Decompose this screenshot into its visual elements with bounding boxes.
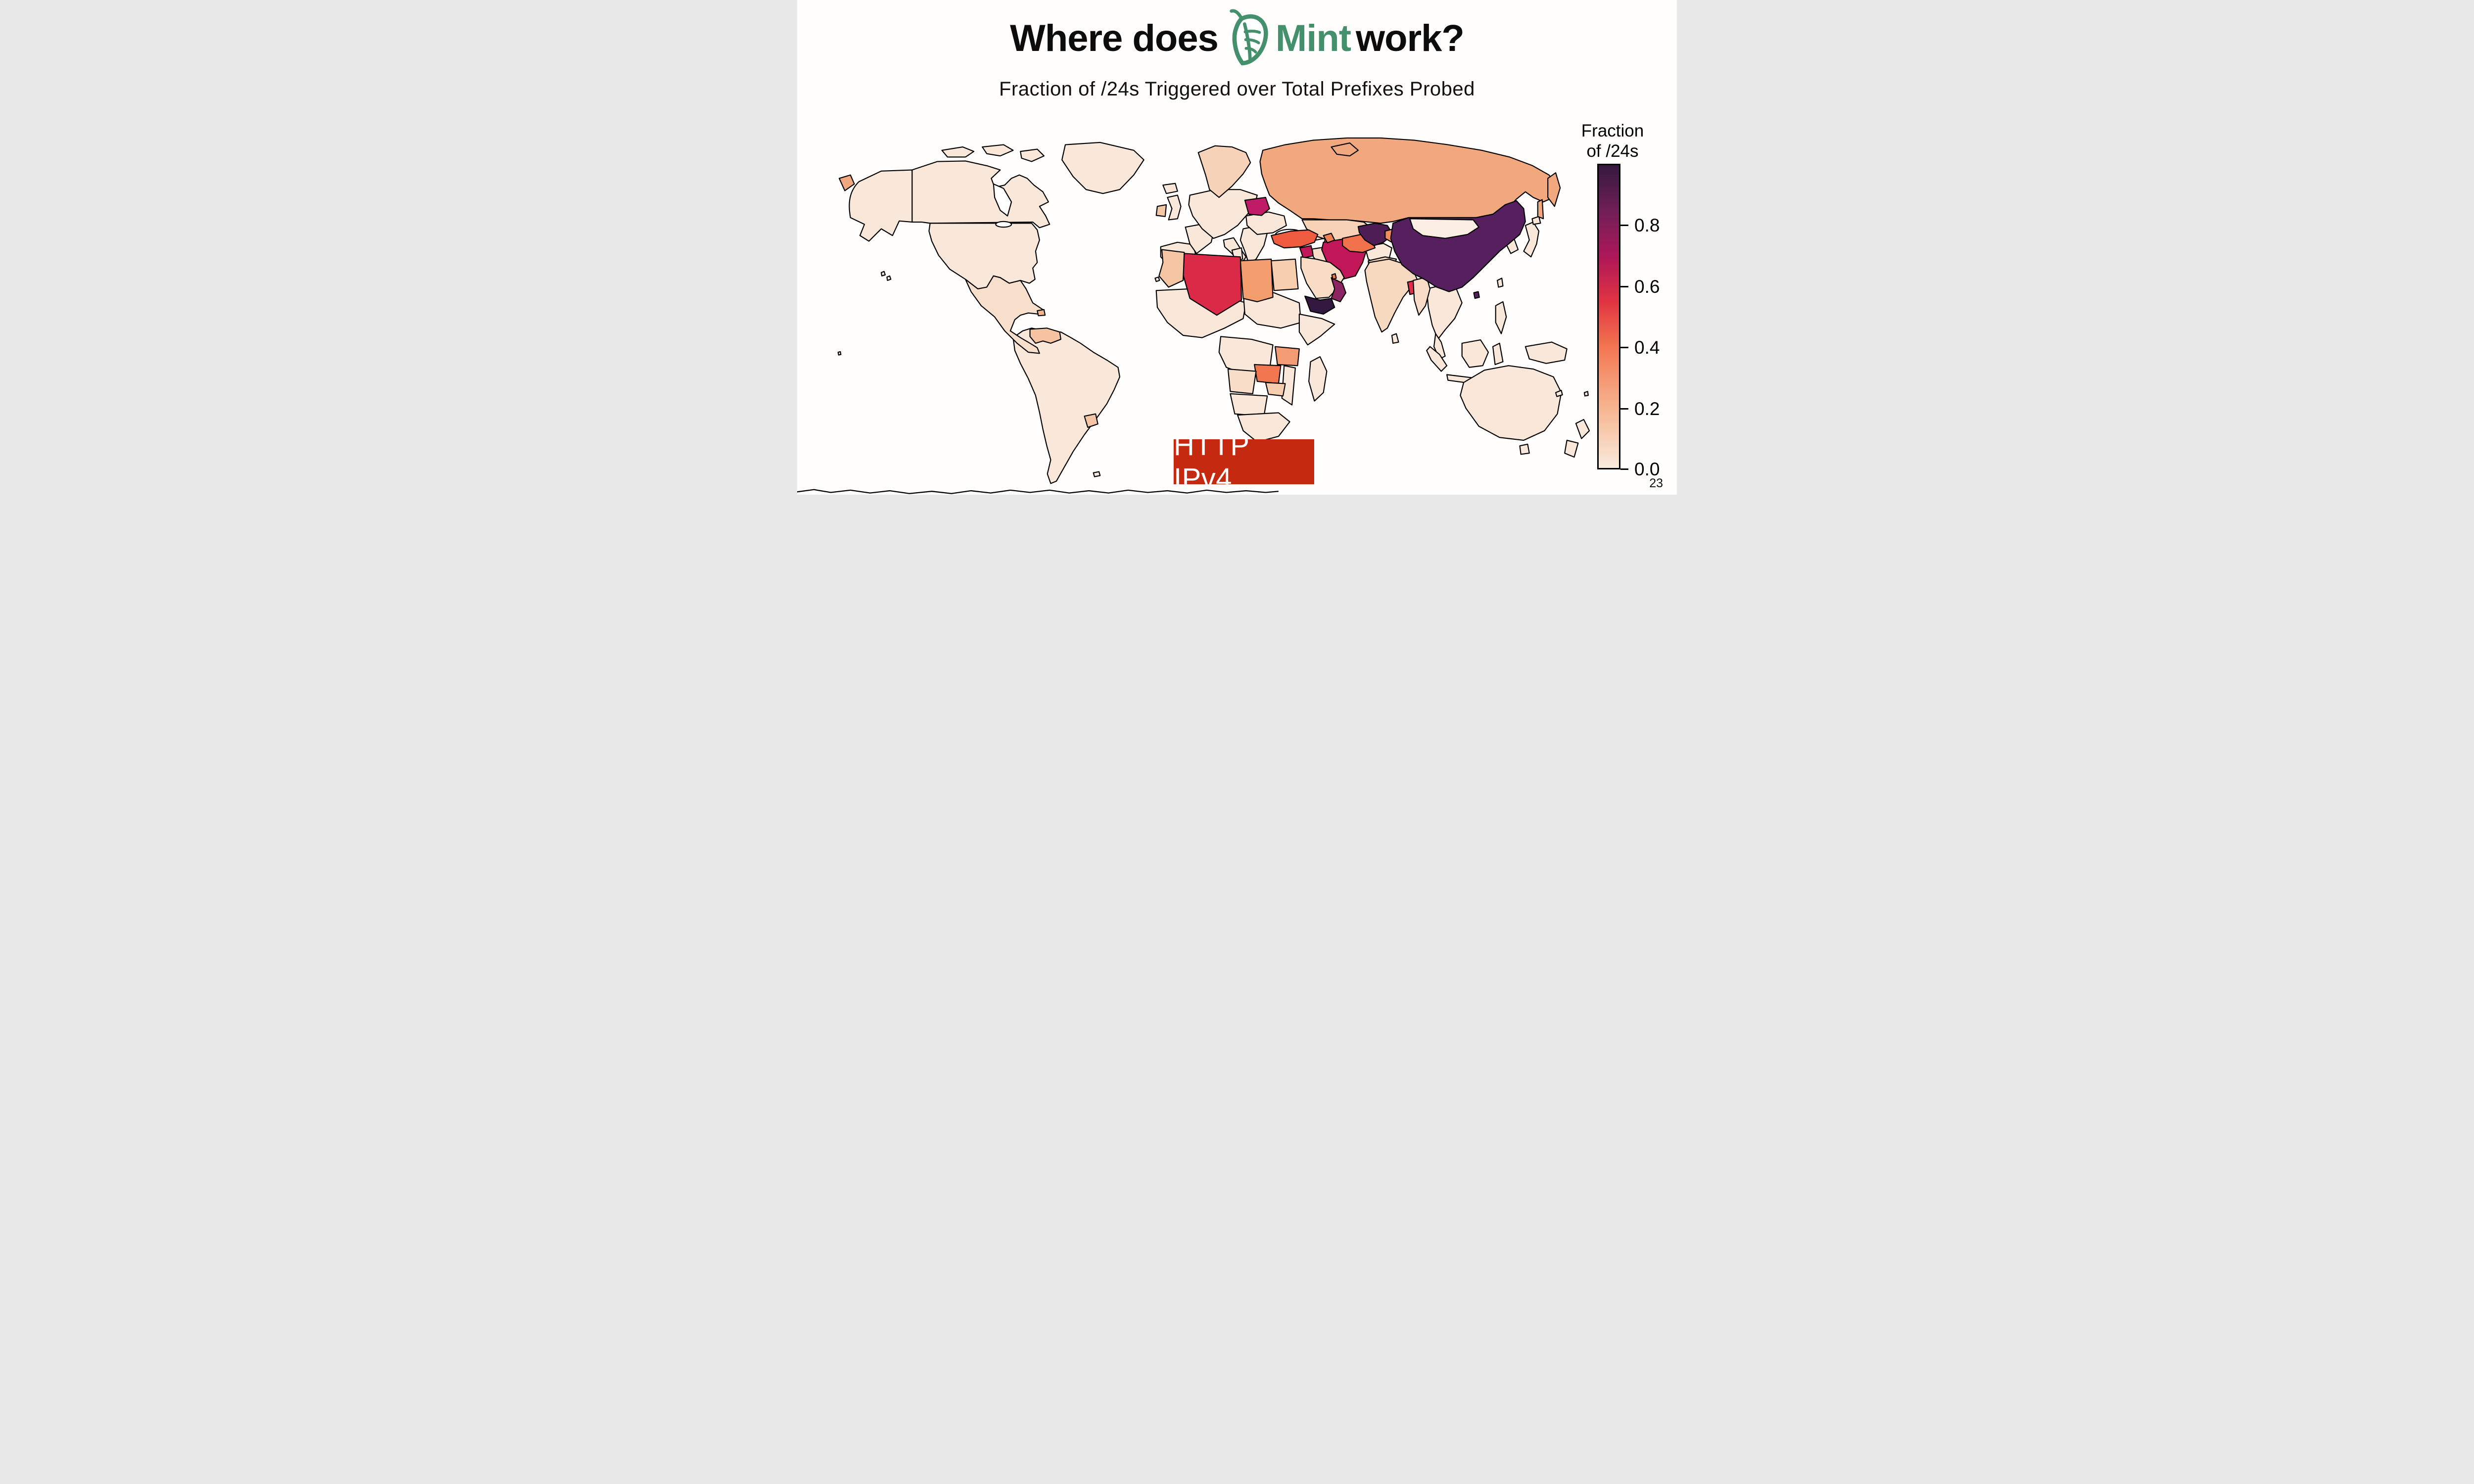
colorbar-tick-0.4 (1620, 347, 1628, 348)
region-horn-of-africa (1298, 313, 1335, 346)
region-central-europe (1188, 189, 1258, 239)
country-ireland (1155, 204, 1167, 217)
colorbar-title-line2: of /24s (1586, 141, 1639, 161)
antarctica-coastline (797, 489, 1279, 494)
colorbar-tick-0.6 (1620, 286, 1628, 287)
country-azerbaijan (1323, 232, 1335, 244)
island-fiji (1583, 391, 1589, 397)
country-ukraine (1245, 211, 1287, 235)
country-angola (1227, 368, 1257, 394)
country-uzbekistan (1357, 223, 1394, 246)
arctic-island-1 (941, 146, 975, 158)
colorbar-tick-0.8 (1620, 225, 1628, 226)
country-russia-novaya-zemlya (1331, 142, 1359, 157)
colorbar-label-0.6: 0.6 (1634, 277, 1660, 297)
colorbar (1597, 164, 1620, 469)
country-zimbabwe (1265, 382, 1286, 397)
arctic-island-2 (982, 144, 1014, 157)
slide: Where does Mint work? Fraction of /24s T… (797, 0, 1677, 495)
colorbar-label-0.0: 0.0 (1634, 459, 1660, 479)
region-indochina (1426, 284, 1463, 340)
country-japan-hokkaido (1531, 216, 1541, 225)
country-taiwan (1497, 278, 1504, 288)
country-oman (1331, 277, 1347, 303)
colorbar-title-line1: Fraction (1581, 121, 1644, 140)
protocol-badge-label: HTTP IPv4 (1174, 429, 1249, 495)
country-sri-lanka (1391, 333, 1399, 344)
region-scandinavia (1197, 145, 1251, 198)
country-new-zealand-north (1575, 418, 1590, 439)
country-south-africa (1237, 412, 1290, 443)
country-new-zealand-south (1564, 439, 1579, 458)
colorbar-title: Fraction of /24s (1553, 121, 1672, 161)
country-philippines (1495, 301, 1507, 334)
arctic-island-3 (1020, 148, 1045, 162)
country-china-hainan (1473, 291, 1480, 299)
colorbar-label-0.8: 0.8 (1634, 215, 1660, 235)
island-galapagos (837, 351, 842, 356)
hudson-bay (993, 183, 1012, 217)
country-uk (1167, 194, 1182, 221)
protocol-badge: HTTP IPv4 (1174, 429, 1314, 495)
country-alaska (849, 169, 913, 242)
country-yemen (1304, 295, 1335, 315)
subtitle: Fraction of /24s Triggered over Total Pr… (999, 78, 1475, 100)
region-namibia-botswana (1230, 393, 1268, 417)
colorbar-tick-0.2 (1620, 408, 1628, 410)
country-turkey (1271, 229, 1319, 249)
country-venezuela (1029, 327, 1062, 344)
island-sumatra (1426, 346, 1448, 372)
island-hawaii (881, 271, 892, 281)
island-tasmania (1519, 443, 1530, 455)
country-mongolia (1409, 218, 1479, 239)
island-new-caledonia (1555, 390, 1563, 397)
country-tanzania (1275, 346, 1300, 367)
colorbar-label-0.2: 0.2 (1634, 399, 1660, 419)
page-title: Where does Mint work? (797, 9, 1677, 67)
island-borneo (1461, 339, 1489, 368)
country-madagascar (1308, 356, 1328, 402)
title-brand: Mint (1275, 17, 1351, 59)
colorbar-label-0.4: 0.4 (1634, 337, 1660, 358)
country-canada (911, 160, 1050, 229)
country-morocco (1158, 249, 1185, 288)
country-russia-chukotka (838, 174, 855, 191)
colorbar-tick-0.0 (1620, 468, 1628, 470)
country-russia-kamchatka (1547, 172, 1561, 207)
island-falkland (1093, 471, 1101, 477)
country-uruguay (1084, 413, 1098, 428)
choropleth-countries-group (838, 137, 1561, 428)
country-japan (1523, 221, 1540, 258)
country-iceland (1162, 183, 1178, 194)
island-papua (1524, 341, 1568, 364)
world-choropleth-map (797, 137, 1590, 494)
title-suffix: work? (1356, 17, 1465, 59)
island-sulawesi (1492, 342, 1504, 366)
country-qatar (1331, 273, 1337, 280)
country-syria (1299, 245, 1314, 259)
country-usa (928, 223, 1040, 289)
country-egypt (1271, 258, 1299, 291)
country-dominican-republic (1037, 309, 1046, 317)
country-australia (1460, 365, 1562, 441)
colorbar-gradient (1599, 165, 1619, 468)
country-greenland (1061, 141, 1144, 194)
country-mexico (965, 275, 1044, 354)
country-russia-sakhalin (1537, 199, 1544, 220)
country-zambia (1254, 364, 1282, 384)
country-belarus (1244, 197, 1270, 216)
country-libya (1239, 258, 1274, 303)
country-myanmar (1412, 277, 1431, 316)
great-lakes (995, 221, 1012, 228)
mint-leaf-icon (1224, 9, 1272, 67)
page-number: 23 (1649, 476, 1663, 490)
island-canary (1154, 277, 1160, 282)
title-prefix: Where does (1010, 17, 1219, 59)
